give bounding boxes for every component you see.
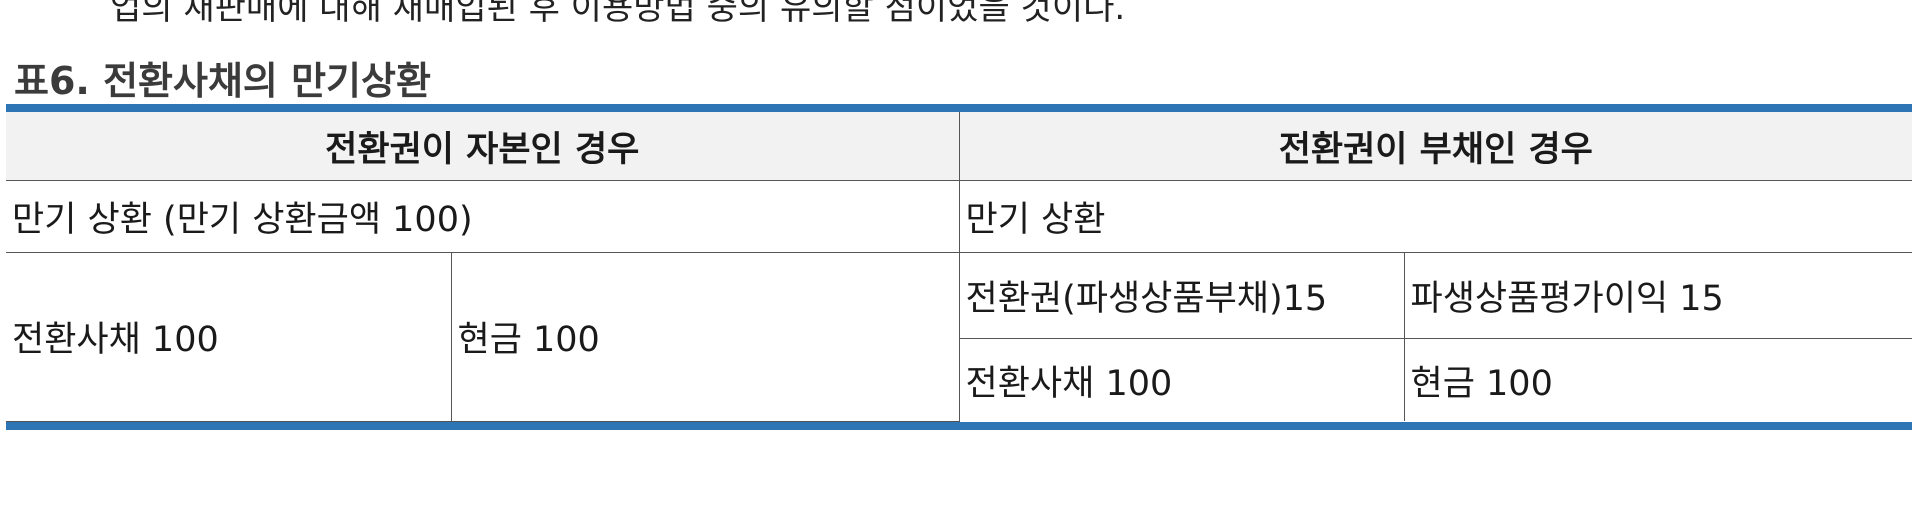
liability-maturity-label: 만기 상환 [959, 181, 1912, 253]
cut-off-text-line: 업의 재판매에 대해 재매입된 후 이용방법 중의 유의할 점이었을 것이다. [110, 0, 1125, 29]
equity-credit-cell: 현금 100 [451, 253, 959, 422]
liability-debit-cell-1: 전환권(파생상품부채)15 [959, 253, 1404, 339]
header-equity-case: 전환권이 자본인 경우 [6, 112, 959, 181]
journal-table: 전환권이 자본인 경우 전환권이 부채인 경우 만기 상환 (만기 상환금액 1… [6, 104, 1912, 430]
equity-maturity-label: 만기 상환 (만기 상환금액 100) [6, 181, 959, 253]
liability-debit-cell-2: 전환사채 100 [959, 339, 1404, 422]
table-top-rule [6, 104, 1912, 112]
header-liability-case: 전환권이 부채인 경우 [959, 112, 1912, 181]
equity-debit-cell: 전환사채 100 [6, 253, 451, 422]
liability-credit-cell-2: 현금 100 [1404, 339, 1912, 422]
table-caption: 표6. 전환사채의 만기상환 [14, 50, 431, 105]
liability-credit-cell-1: 파생상품평가이익 15 [1404, 253, 1912, 339]
table-bottom-rule [6, 422, 1912, 430]
